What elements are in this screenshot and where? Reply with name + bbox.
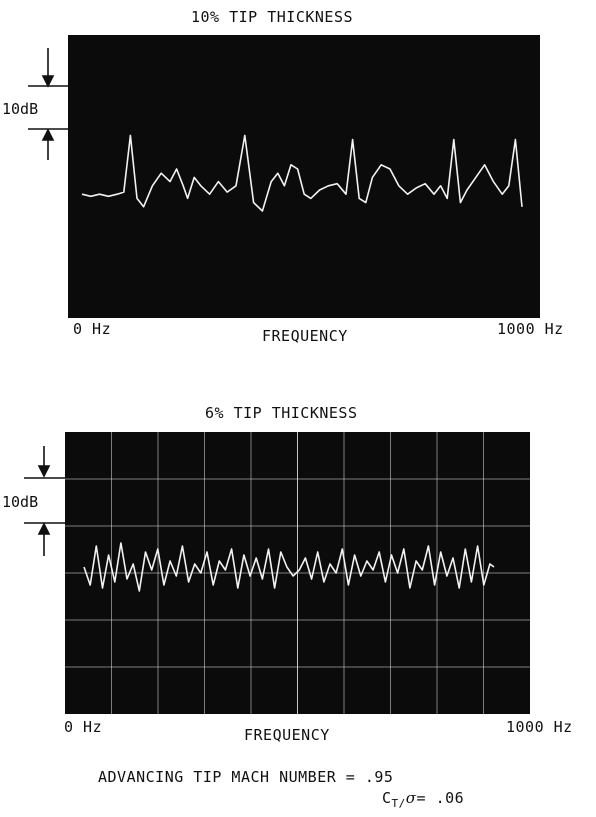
footer-mach-number: ADVANCING TIP MACH NUMBER = .95 bbox=[98, 768, 394, 786]
chart2-scale-bracket bbox=[24, 446, 65, 556]
chart1-panel: 10dB bbox=[0, 30, 596, 350]
chart1-screen bbox=[68, 35, 540, 318]
chart2-xlabel: FREQUENCY bbox=[244, 726, 330, 744]
chart2-title: 6% TIP THICKNESS bbox=[205, 404, 358, 422]
footer-ct-sigma: CT/σ= .06 bbox=[382, 789, 465, 810]
chart1-x-tick-left: 0 Hz bbox=[73, 320, 112, 338]
footer-ct-value: = .06 bbox=[416, 789, 465, 807]
chart2-scale-label: 10dB bbox=[2, 493, 38, 511]
chart1-trace-line bbox=[81, 134, 523, 212]
footer-ct-sub: T/ bbox=[391, 797, 406, 810]
chart2-svg: 10dB bbox=[2, 432, 530, 714]
chart1-xlabel: FREQUENCY bbox=[262, 327, 348, 345]
chart2-panel: 10dB bbox=[0, 428, 596, 718]
chart1-scale-bracket bbox=[28, 48, 68, 160]
chart1-svg: 10dB bbox=[2, 35, 540, 318]
chart2-x-tick-right: 1000 Hz bbox=[506, 718, 573, 736]
chart1-x-tick-right: 1000 Hz bbox=[497, 320, 564, 338]
footer-ct-sigma-symbol: σ bbox=[405, 789, 417, 807]
footer-ct-main: C bbox=[382, 789, 392, 807]
chart1-scale-label: 10dB bbox=[2, 100, 38, 118]
chart1-title: 10% TIP THICKNESS bbox=[191, 8, 354, 26]
chart2-trace-line bbox=[83, 542, 495, 592]
chart2-x-tick-left: 0 Hz bbox=[64, 718, 103, 736]
